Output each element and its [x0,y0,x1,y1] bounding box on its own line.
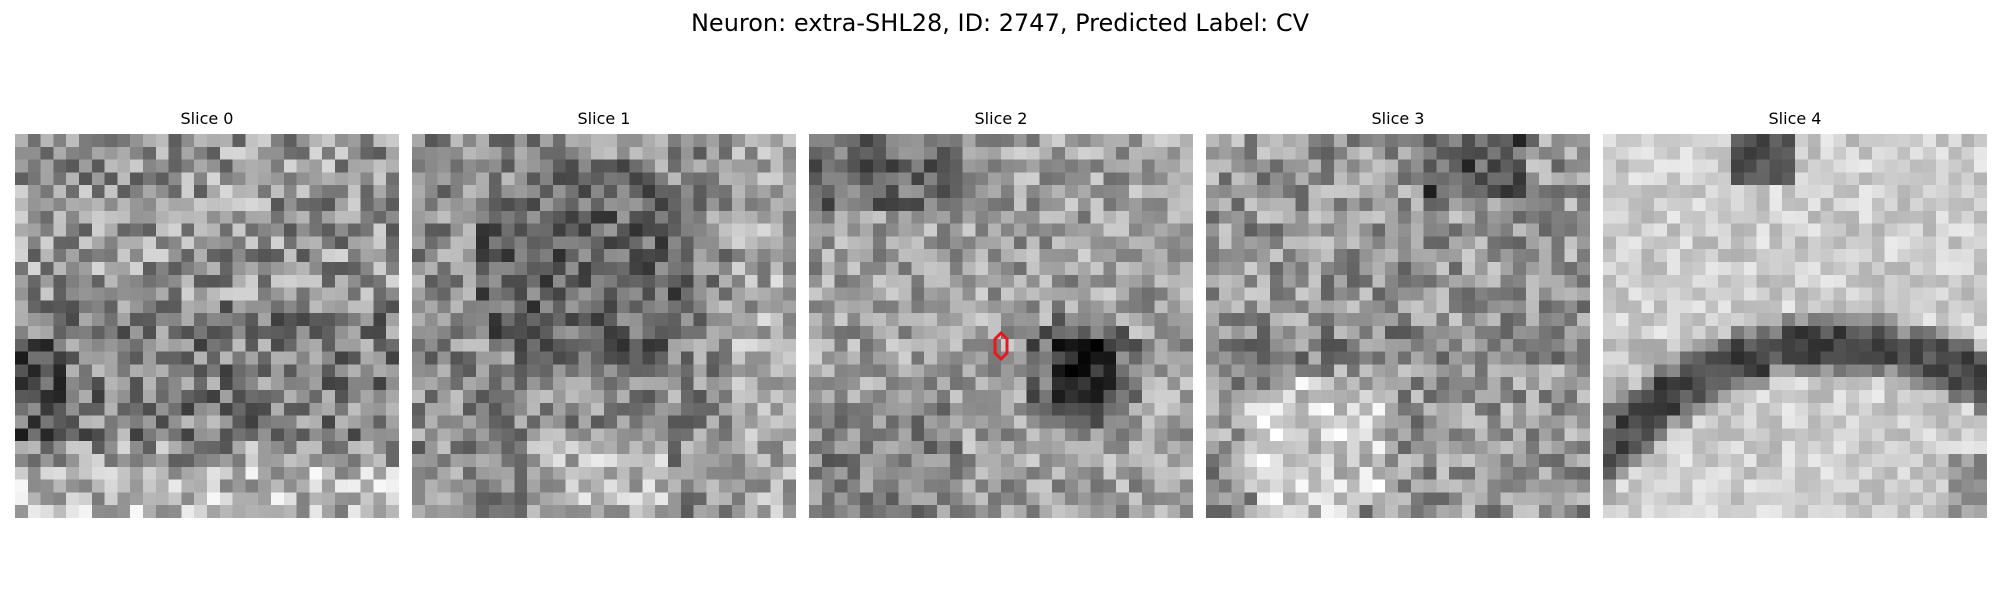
slice-image [1206,134,1590,518]
slice-panel-3: Slice 3 [1206,108,1590,518]
slice-panel-2: Slice 2 [809,108,1193,518]
slice-title: Slice 2 [974,109,1028,128]
slice-title: Slice 1 [577,109,631,128]
slice-title: Slice 0 [180,109,234,128]
slice-title: Slice 3 [1371,109,1425,128]
slice-panel-1: Slice 1 [412,108,796,518]
slice-title: Slice 4 [1768,109,1822,128]
figure-title: Neuron: extra-SHL28, ID: 2747, Predicted… [690,9,1310,37]
slice-panel-0: Slice 0 [15,108,399,518]
slice-image [412,134,796,518]
slice-panel-4: Slice 4 [1603,108,1987,518]
slice-image [1603,134,1987,518]
slice-image [809,134,1193,518]
slice-image [15,134,399,518]
